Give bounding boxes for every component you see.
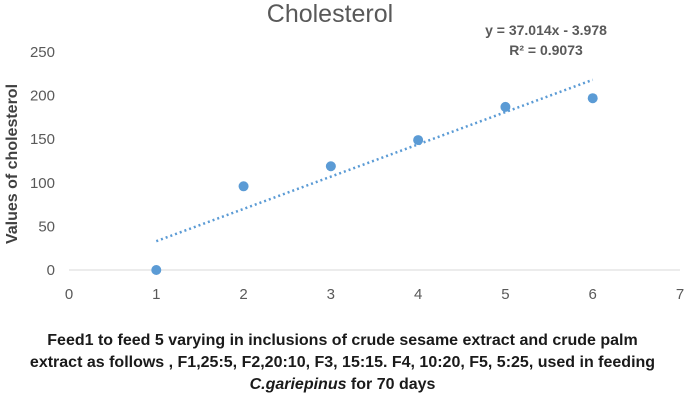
trendline	[155, 78, 594, 243]
data-point	[238, 181, 249, 192]
y-tick-label: 0	[47, 262, 55, 279]
y-tick-label: 50	[38, 218, 55, 235]
x-tick-label: 6	[589, 286, 597, 303]
chart-title: Cholesterol	[267, 0, 393, 28]
x-axis-label: Feed1 to feed 5 varying in inclusions of…	[20, 330, 665, 396]
y-tick-label: 200	[30, 88, 55, 105]
x-axis-label-suffix: for 70 days	[346, 376, 436, 393]
x-tick-label: 4	[414, 286, 422, 303]
x-tick-label: 5	[501, 286, 509, 303]
data-points	[151, 93, 598, 275]
data-point	[151, 265, 162, 275]
data-point	[413, 135, 424, 146]
y-tick-label: 150	[30, 131, 55, 148]
x-tick-label: 7	[676, 286, 684, 303]
trendline-group	[155, 78, 594, 243]
y-axis-label: Values of cholesterol	[4, 84, 21, 244]
x-axis-label-text: Feed1 to feed 5 varying in inclusions of…	[29, 332, 656, 371]
y-tick-label: 250	[30, 44, 55, 61]
data-point	[500, 101, 511, 112]
x-tick-label: 1	[152, 286, 160, 303]
tick-labels: 0 1 2 3 4 5 6 7 0 50 100 150 200 250	[30, 44, 684, 303]
data-point	[587, 93, 598, 104]
data-point	[325, 161, 336, 172]
x-tick-label: 0	[65, 286, 73, 303]
trendline-r-squared: R² = 0.9073	[509, 42, 583, 58]
x-tick-label: 3	[327, 286, 335, 303]
trendline-equation: y = 37.014x - 3.978	[485, 22, 607, 38]
x-tick-label: 2	[239, 286, 247, 303]
x-axis-label-species: C.gariepinus	[249, 376, 347, 393]
y-tick-label: 100	[30, 175, 55, 192]
